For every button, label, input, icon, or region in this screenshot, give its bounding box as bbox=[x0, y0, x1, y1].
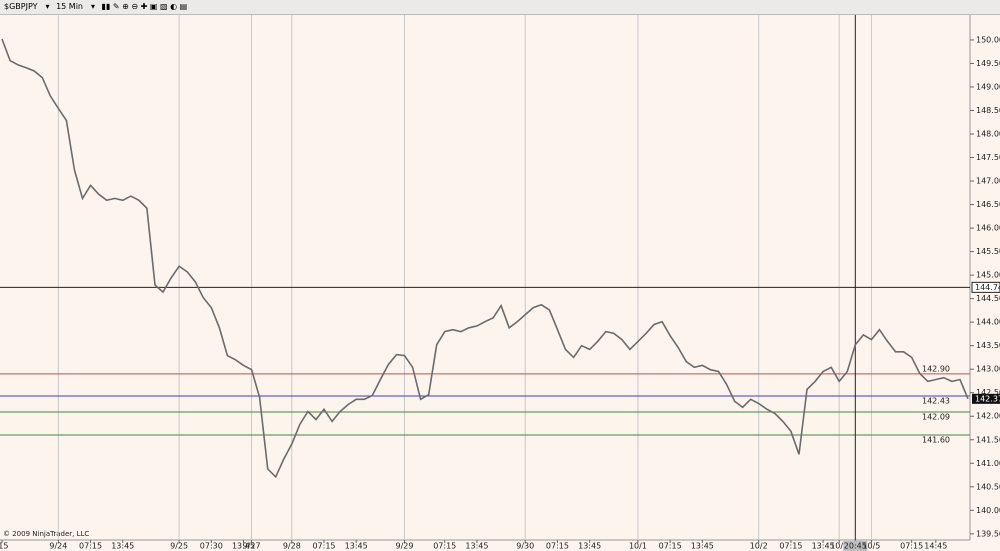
footer: © 2009 NinjaTrader, LLC bbox=[3, 530, 89, 538]
x-tick-label: 9/30 bbox=[516, 542, 534, 551]
reference-label: 142.09 bbox=[922, 412, 950, 421]
y-tick-label: 147.00 bbox=[976, 177, 1000, 186]
toolbar: $GBPJPY ▾ 15 Min ▾ ▮▮ ✎ ⊕ ⊖ ✚ ▣ ▧ ◐ ▤ bbox=[0, 0, 1000, 15]
y-tick-label: 139.50 bbox=[976, 529, 1000, 538]
y-tick-label: 143.00 bbox=[976, 365, 1000, 374]
toolbar-icons[interactable]: ▮▮ ✎ ⊕ ⊖ ✚ ▣ ▧ ◐ ▤ bbox=[101, 2, 188, 11]
instrument-selector[interactable]: $GBPJPY bbox=[4, 2, 38, 11]
x-tick-label: 13:45 bbox=[232, 542, 255, 551]
crosshair-y-label: 144.74 bbox=[975, 283, 1000, 292]
y-tick-label: 147.50 bbox=[976, 153, 1000, 162]
x-tick-label: 07:15 bbox=[900, 542, 923, 551]
x-tick-label: 13:45 bbox=[111, 542, 134, 551]
crosshair-x-box bbox=[843, 541, 868, 551]
x-tick-label: 07:15 bbox=[659, 542, 682, 551]
y-tick-label: 143.50 bbox=[976, 341, 1000, 350]
plot-area bbox=[0, 15, 970, 540]
last-price-box bbox=[972, 393, 1000, 404]
x-tick-label: 13:45 bbox=[465, 542, 488, 551]
x-tick-label: 10/4 bbox=[830, 542, 848, 551]
x-tick-label: 14:45 bbox=[924, 542, 947, 551]
x-tick-label: 9/29 bbox=[396, 542, 414, 551]
x-tick-label: :15 bbox=[0, 542, 8, 551]
x-tick-label: 13:45 bbox=[345, 542, 368, 551]
interval-selector[interactable]: 15 Min bbox=[56, 2, 83, 11]
x-tick-label: 10/2 bbox=[750, 542, 768, 551]
y-tick-label: 144.00 bbox=[976, 318, 1000, 327]
x-tick-label: 10/5 bbox=[862, 542, 880, 551]
x-tick-label: 9/28 bbox=[283, 542, 301, 551]
x-tick-label: 9/25 bbox=[170, 542, 188, 551]
x-tick-label: 07:15 bbox=[546, 542, 569, 551]
x-tick-label: 07:30 bbox=[200, 542, 223, 551]
x-tick-label: 07:15 bbox=[312, 542, 335, 551]
price-line bbox=[1, 38, 969, 479]
x-tick-label: 20:45 bbox=[844, 542, 867, 551]
y-tick-label: 148.50 bbox=[976, 106, 1000, 115]
y-tick-label: 142.50 bbox=[976, 388, 1000, 397]
y-tick-label: 146.50 bbox=[976, 200, 1000, 209]
y-tick-label: 146.00 bbox=[976, 224, 1000, 233]
y-tick-label: 149.50 bbox=[976, 59, 1000, 68]
reference-label: 141.60 bbox=[922, 436, 950, 445]
y-tick-label: 142.00 bbox=[976, 412, 1000, 421]
y-tick-label: 149.00 bbox=[976, 82, 1000, 91]
x-tick-label: 9/24 bbox=[49, 542, 67, 551]
x-tick-label: 13:45 bbox=[812, 542, 835, 551]
x-tick-label: 07:15 bbox=[79, 542, 102, 551]
reference-label: 142.43 bbox=[922, 397, 950, 406]
x-tick-label: 07:15 bbox=[779, 542, 802, 551]
crosshair-y-box bbox=[971, 281, 1000, 293]
last-price-label: 142.37 bbox=[975, 394, 1000, 403]
y-tick-label: 140.00 bbox=[976, 506, 1000, 515]
x-tick-label: 10/1 bbox=[629, 542, 647, 551]
y-tick-label: 141.00 bbox=[976, 459, 1000, 468]
x-tick-label: 13:45 bbox=[691, 542, 714, 551]
y-tick-label: 148.00 bbox=[976, 130, 1000, 139]
y-tick-label: 140.50 bbox=[976, 482, 1000, 491]
x-tick-label: 9/27 bbox=[243, 542, 261, 551]
x-tick-label: 13:45 bbox=[578, 542, 601, 551]
x-tick-label: 07:15 bbox=[433, 542, 456, 551]
y-tick-label: 144.50 bbox=[976, 294, 1000, 303]
y-tick-label: 145.00 bbox=[976, 271, 1000, 280]
y-tick-label: 150.00 bbox=[976, 35, 1000, 44]
reference-label: 142.90 bbox=[922, 364, 950, 373]
y-tick-label: 145.50 bbox=[976, 247, 1000, 256]
y-tick-label: 141.50 bbox=[976, 435, 1000, 444]
